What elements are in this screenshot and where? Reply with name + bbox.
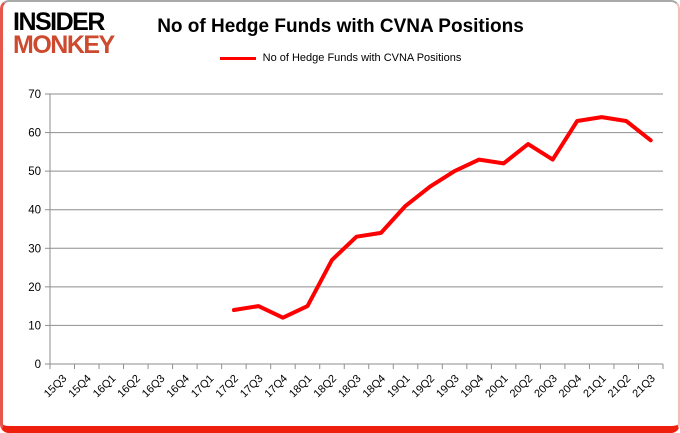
x-tick-label: 20Q3 bbox=[532, 373, 560, 401]
x-tick-label: 20Q2 bbox=[508, 373, 536, 401]
legend-label: No of Hedge Funds with CVNA Positions bbox=[262, 52, 462, 64]
legend-line-swatch bbox=[219, 56, 256, 60]
x-tick-label: 16Q1 bbox=[91, 373, 119, 401]
y-tick-label: 20 bbox=[28, 282, 41, 294]
y-tick-label: 70 bbox=[28, 89, 41, 101]
y-tick-label: 0 bbox=[35, 359, 41, 371]
x-tick-label: 17Q4 bbox=[263, 373, 291, 401]
x-tick-label: 21Q3 bbox=[630, 373, 658, 401]
line-chart: 01020304050607015Q315Q416Q116Q216Q316Q41… bbox=[28, 89, 664, 401]
insider-monkey-logo: INSIDER MONKEY bbox=[13, 8, 115, 59]
x-tick-label: 15Q4 bbox=[66, 373, 94, 401]
y-tick-label: 60 bbox=[28, 128, 41, 140]
x-tick-label: 21Q1 bbox=[581, 373, 609, 401]
logo-word-monkey: MONKEY bbox=[13, 31, 115, 59]
y-tick-label: 50 bbox=[28, 166, 41, 178]
x-tick-label: 18Q2 bbox=[312, 373, 340, 401]
x-tick-label: 15Q3 bbox=[42, 373, 70, 401]
x-tick-label: 16Q3 bbox=[140, 373, 168, 401]
x-tick-label: 20Q1 bbox=[483, 373, 511, 401]
x-tick-label: 16Q2 bbox=[115, 373, 143, 401]
x-tick-label: 18Q3 bbox=[336, 373, 364, 401]
x-tick-label: 19Q2 bbox=[410, 373, 438, 401]
legend: No of Hedge Funds with CVNA Positions bbox=[3, 52, 678, 64]
x-tick-label: 19Q1 bbox=[385, 373, 413, 401]
x-tick-label: 20Q4 bbox=[557, 373, 585, 401]
x-tick-label: 17Q1 bbox=[189, 373, 217, 401]
x-tick-label: 17Q2 bbox=[213, 373, 241, 401]
y-tick-label: 40 bbox=[28, 205, 41, 217]
y-tick-label: 10 bbox=[28, 320, 41, 332]
data-line-series bbox=[231, 115, 653, 320]
logo-word-insider: INSIDER bbox=[13, 8, 105, 36]
x-tick-label: 17Q3 bbox=[238, 373, 266, 401]
x-tick-label: 19Q4 bbox=[459, 373, 487, 401]
x-tick-label: 19Q3 bbox=[434, 373, 462, 401]
x-tick-label: 16Q4 bbox=[164, 373, 192, 401]
x-tick-label: 18Q1 bbox=[287, 373, 315, 401]
page-title: No of Hedge Funds with CVNA Positions bbox=[157, 16, 524, 37]
y-tick-label: 30 bbox=[28, 243, 41, 255]
x-tick-label: 18Q4 bbox=[361, 373, 389, 401]
x-tick-label: 21Q2 bbox=[606, 373, 634, 401]
